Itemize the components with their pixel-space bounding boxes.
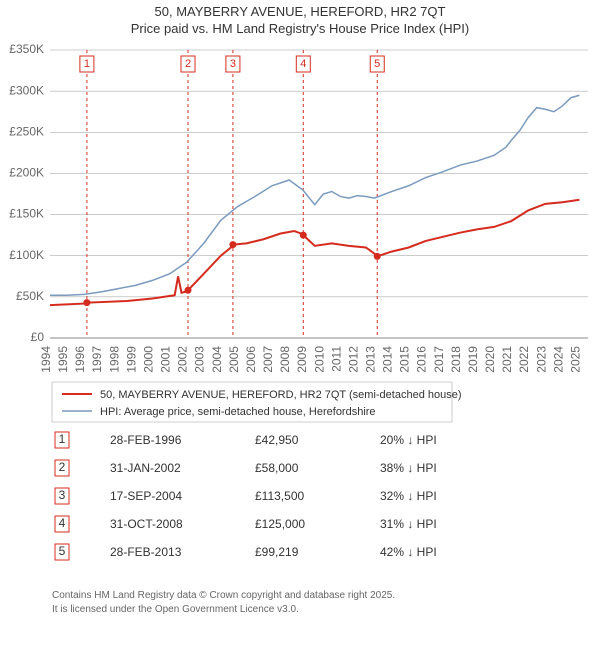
sale-vs-hpi: 42% ↓ HPI bbox=[380, 545, 437, 559]
x-tick-label: 2014 bbox=[381, 345, 395, 372]
sale-price: £125,000 bbox=[255, 517, 305, 531]
y-tick-label: £250K bbox=[9, 124, 44, 138]
x-tick-label: 2008 bbox=[278, 345, 292, 372]
x-tick-label: 2005 bbox=[227, 345, 241, 372]
x-tick-label: 1995 bbox=[56, 345, 70, 372]
y-tick-label: £150K bbox=[9, 207, 44, 221]
x-tick-label: 2003 bbox=[193, 345, 207, 372]
y-tick-label: £200K bbox=[9, 165, 44, 179]
footnote: It is licensed under the Open Government… bbox=[52, 604, 299, 615]
x-tick-label: 2012 bbox=[346, 345, 360, 372]
sale-row: 4 31-OCT-2008 £125,000 31% ↓ HPI bbox=[55, 516, 437, 532]
legend-label: 50, MAYBERRY AVENUE, HEREFORD, HR2 7QT (… bbox=[100, 389, 462, 401]
sale-price: £58,000 bbox=[255, 461, 299, 475]
sale-point bbox=[374, 253, 381, 260]
sale-price: £42,950 bbox=[255, 433, 299, 447]
sale-point bbox=[229, 241, 236, 248]
sale-vs-hpi: 31% ↓ HPI bbox=[380, 517, 437, 531]
x-tick-label: 2025 bbox=[568, 345, 582, 372]
x-tick-label: 2011 bbox=[329, 345, 343, 371]
price-paid-line bbox=[50, 200, 579, 305]
sale-marker-num: 4 bbox=[59, 516, 66, 530]
event-marker-num: 2 bbox=[185, 58, 191, 70]
x-tick-label: 2015 bbox=[398, 345, 412, 372]
x-tick-label: 2020 bbox=[483, 345, 497, 372]
hpi-line bbox=[50, 95, 579, 295]
x-tick-label: 2007 bbox=[261, 345, 275, 372]
x-tick-label: 2018 bbox=[449, 345, 463, 372]
x-tick-label: 1999 bbox=[124, 345, 138, 372]
sale-vs-hpi: 32% ↓ HPI bbox=[380, 489, 437, 503]
sale-price: £99,219 bbox=[255, 545, 299, 559]
title-line-1: 50, MAYBERRY AVENUE, HEREFORD, HR2 7QT bbox=[0, 4, 600, 21]
sale-point bbox=[300, 231, 307, 238]
x-tick-label: 2019 bbox=[466, 345, 480, 372]
sale-date: 28-FEB-2013 bbox=[110, 545, 182, 559]
x-tick-label: 1997 bbox=[90, 345, 104, 372]
x-tick-label: 1996 bbox=[73, 345, 87, 372]
legend-and-sales: 50, MAYBERRY AVENUE, HEREFORD, HR2 7QT (… bbox=[0, 378, 600, 646]
y-tick-label: £100K bbox=[9, 248, 44, 262]
x-tick-label: 2010 bbox=[312, 345, 326, 372]
x-tick-label: 2023 bbox=[534, 345, 548, 372]
sale-point bbox=[83, 299, 90, 306]
sale-marker-num: 5 bbox=[59, 544, 66, 558]
sale-row: 1 28-FEB-1996 £42,950 20% ↓ HPI bbox=[55, 432, 437, 448]
x-tick-label: 2002 bbox=[176, 345, 190, 372]
x-tick-label: 2006 bbox=[244, 345, 258, 372]
title-line-2: Price paid vs. HM Land Registry's House … bbox=[0, 21, 600, 38]
x-tick-label: 1998 bbox=[107, 345, 121, 372]
x-tick-label: 2017 bbox=[432, 345, 446, 372]
x-tick-label: 2004 bbox=[210, 345, 224, 372]
sale-row: 5 28-FEB-2013 £99,219 42% ↓ HPI bbox=[55, 544, 437, 560]
x-tick-label: 2021 bbox=[500, 345, 514, 372]
event-marker-num: 1 bbox=[84, 58, 90, 70]
sale-marker-num: 3 bbox=[59, 488, 66, 502]
event-marker-num: 3 bbox=[230, 58, 236, 70]
sale-date: 31-OCT-2008 bbox=[110, 517, 183, 531]
x-tick-label: 2009 bbox=[295, 345, 309, 372]
footnote: Contains HM Land Registry data © Crown c… bbox=[52, 590, 395, 601]
sale-date: 17-SEP-2004 bbox=[110, 489, 182, 503]
sale-date: 31-JAN-2002 bbox=[110, 461, 181, 475]
y-tick-label: £300K bbox=[9, 83, 44, 97]
sale-marker-num: 2 bbox=[59, 460, 66, 474]
sale-date: 28-FEB-1996 bbox=[110, 433, 182, 447]
x-tick-label: 2001 bbox=[159, 345, 173, 372]
y-tick-label: £350K bbox=[9, 42, 44, 56]
event-marker-num: 4 bbox=[300, 58, 306, 70]
sale-marker-num: 1 bbox=[59, 432, 66, 446]
x-tick-label: 2000 bbox=[141, 345, 155, 372]
x-tick-label: 2013 bbox=[364, 345, 378, 372]
x-tick-label: 2016 bbox=[415, 345, 429, 372]
y-tick-label: £50K bbox=[16, 289, 44, 303]
sale-point bbox=[185, 287, 192, 294]
x-tick-label: 2022 bbox=[517, 345, 531, 372]
x-tick-label: 2024 bbox=[551, 345, 565, 372]
event-marker-num: 5 bbox=[374, 58, 380, 70]
legend-label: HPI: Average price, semi-detached house,… bbox=[100, 406, 376, 418]
sale-price: £113,500 bbox=[255, 489, 304, 503]
sale-vs-hpi: 38% ↓ HPI bbox=[380, 461, 437, 475]
sale-vs-hpi: 20% ↓ HPI bbox=[380, 433, 437, 447]
x-tick-label: 1994 bbox=[39, 345, 53, 372]
sale-row: 3 17-SEP-2004 £113,500 32% ↓ HPI bbox=[55, 488, 437, 504]
price-chart: £0 £50K £100K £150K £200K £250K £300K £350K 1994… bbox=[0, 38, 600, 378]
sale-row: 2 31-JAN-2002 £58,000 38% ↓ HPI bbox=[55, 460, 437, 476]
y-tick-label: £0 bbox=[31, 330, 45, 344]
